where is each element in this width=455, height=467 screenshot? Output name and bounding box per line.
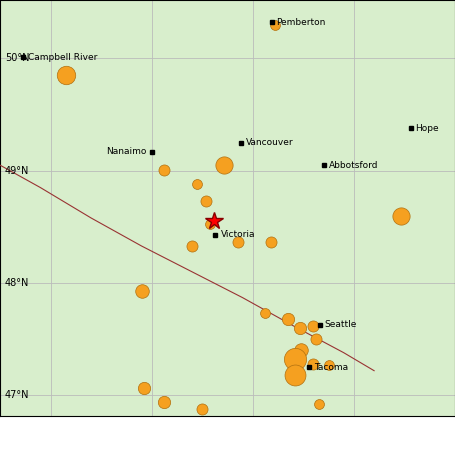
Text: Nanaimo: Nanaimo	[106, 147, 147, 156]
Text: Tacoma: Tacoma	[314, 363, 349, 372]
Text: Vancouver: Vancouver	[246, 138, 293, 147]
Point	[221, 162, 228, 169]
Point	[138, 287, 145, 295]
Point	[268, 238, 275, 245]
Point	[160, 398, 167, 406]
Point	[271, 21, 278, 28]
Text: 48°N: 48°N	[5, 278, 30, 288]
Point	[62, 71, 69, 79]
Point	[234, 238, 241, 245]
Point	[310, 322, 317, 330]
Point	[310, 360, 317, 368]
Point	[202, 198, 210, 205]
Point	[298, 347, 305, 354]
Text: Abbotsford: Abbotsford	[329, 161, 378, 170]
Point	[325, 361, 332, 369]
Point	[188, 242, 196, 250]
Text: Pemberton: Pemberton	[276, 18, 325, 27]
Text: Seattle: Seattle	[324, 320, 357, 329]
Point	[313, 335, 320, 343]
Text: 49°N: 49°N	[5, 166, 30, 176]
Text: Campbell River: Campbell River	[28, 53, 98, 62]
Point	[140, 384, 147, 391]
Text: 50°N: 50°N	[5, 53, 30, 64]
Point	[207, 220, 214, 227]
Text: Hope: Hope	[415, 124, 439, 133]
Point	[297, 324, 304, 332]
Point	[198, 405, 206, 413]
Point	[292, 356, 299, 363]
Point	[284, 315, 292, 323]
Point	[315, 401, 322, 408]
Point	[160, 166, 167, 173]
Point	[398, 212, 405, 219]
Point	[193, 180, 201, 188]
Point	[292, 371, 299, 379]
Text: Victoria: Victoria	[220, 230, 255, 239]
Text: 47°N: 47°N	[5, 390, 30, 400]
Point	[261, 310, 268, 317]
